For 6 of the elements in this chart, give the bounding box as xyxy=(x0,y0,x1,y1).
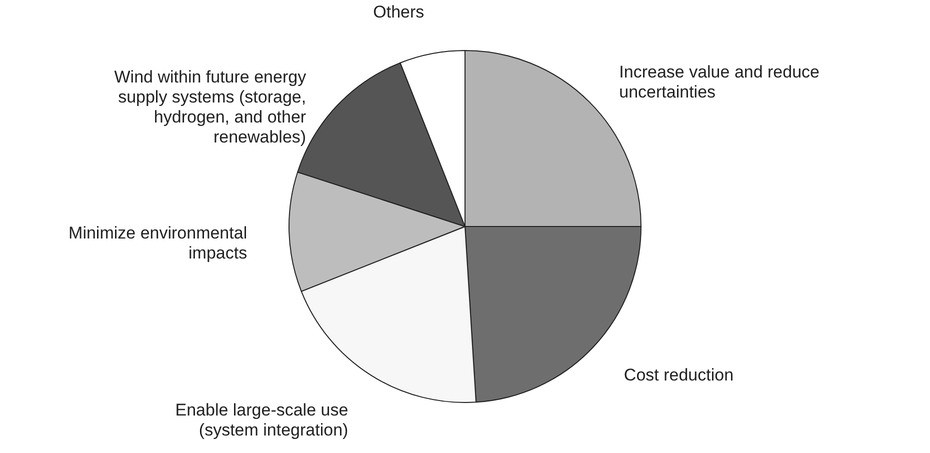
slice-label: Increase value and reduce uncertainties xyxy=(619,62,820,102)
slice-label: Cost reduction xyxy=(624,366,734,385)
slice-label: Enable large-scale use (system integration) xyxy=(175,400,348,440)
slice-label: Others xyxy=(373,2,424,22)
slice-label: Minimize environmental impacts xyxy=(68,223,248,262)
slice-label: Wind within future energy supply systems (storage, hydrogen, and other renewables) xyxy=(114,67,307,146)
